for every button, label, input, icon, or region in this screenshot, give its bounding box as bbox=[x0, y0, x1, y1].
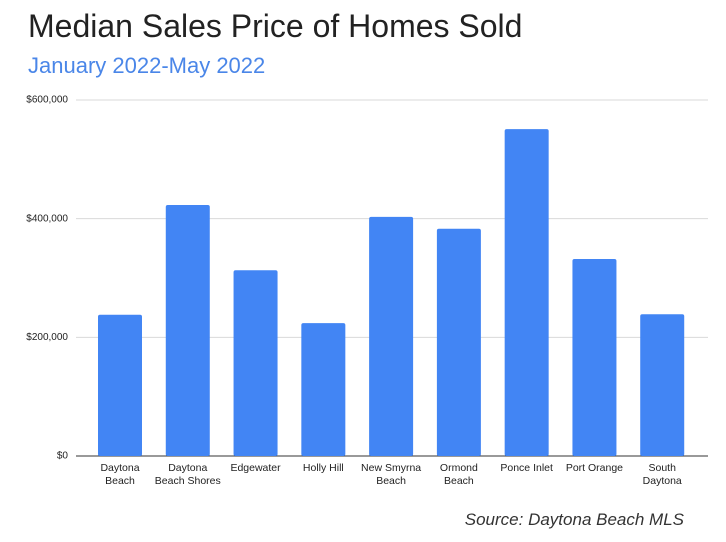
chart-title: Median Sales Price of Homes Sold bbox=[28, 8, 523, 44]
bar bbox=[233, 270, 278, 456]
bar bbox=[301, 323, 346, 456]
y-tick-label: $200,000 bbox=[26, 332, 68, 343]
bar bbox=[436, 228, 481, 456]
x-tick-label: Ponce Inlet bbox=[500, 462, 553, 474]
bar bbox=[572, 259, 617, 456]
bar bbox=[504, 129, 549, 456]
chart-subtitle: January 2022-May 2022 bbox=[28, 53, 266, 78]
source-note: Source: Daytona Beach MLS bbox=[464, 510, 684, 529]
y-tick-label: $0 bbox=[57, 451, 69, 462]
bar bbox=[98, 314, 142, 456]
bar bbox=[640, 314, 685, 456]
x-tick-label: Daytona Beach Shores bbox=[154, 462, 221, 487]
bar bbox=[165, 205, 210, 456]
x-tick-label: Port Orange bbox=[565, 462, 624, 474]
bar bbox=[369, 216, 414, 456]
x-tick-label: New Smyrna Beach bbox=[361, 462, 422, 487]
x-tick-label: Ormond Beach bbox=[439, 462, 478, 487]
y-tick-label: $400,000 bbox=[26, 213, 68, 224]
y-tick-label: $600,000 bbox=[26, 95, 68, 106]
x-tick-label: Daytona Beach bbox=[100, 462, 140, 487]
x-tick-label: Holly Hill bbox=[302, 462, 344, 474]
x-tick-label: South Daytona bbox=[642, 462, 682, 487]
x-tick-label: Edgewater bbox=[230, 462, 281, 474]
